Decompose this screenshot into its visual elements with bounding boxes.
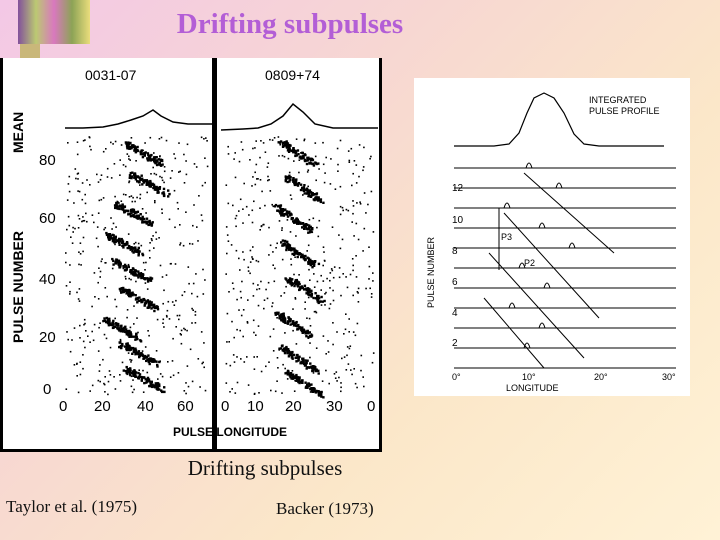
- panel-right-label: 0809+74: [265, 67, 320, 83]
- x-label-pulse-longitude: PULSE LONGITUDE: [173, 425, 287, 439]
- y-tick-0: 0: [43, 381, 51, 398]
- right-y-tick-4: 4: [452, 308, 458, 319]
- right-y-tick-12: 12: [452, 183, 464, 194]
- integrated-profile-curve: [454, 92, 664, 147]
- p2-label: P2: [524, 258, 535, 268]
- right-x-label: LONGITUDE: [506, 383, 559, 393]
- mean-profile-right: [220, 102, 378, 131]
- x-tick-left-40: 40: [137, 398, 154, 415]
- y-label-pulse-number: PULSE NUMBER: [10, 231, 26, 343]
- x-tick-right-20: 20: [285, 398, 302, 415]
- y-tick-40: 40: [39, 271, 56, 288]
- figure-caption: Drifting subpulses: [187, 456, 343, 480]
- x-tick-left-20: 20: [94, 398, 111, 415]
- x-tick-left-60: 60: [177, 398, 194, 415]
- x-tick-right-10: 10: [247, 398, 264, 415]
- x-tick-left-0: 0: [59, 398, 67, 415]
- subpulse-speckle-right: [225, 136, 375, 399]
- subpulse-marks: [503, 162, 576, 349]
- y-tick-60: 60: [39, 210, 56, 227]
- left-figure: 0031-07 0809+74 MEAN PULSE NUMBER 80 60 …: [0, 58, 382, 452]
- right-y-label: PULSE NUMBER: [426, 236, 436, 308]
- y-label-mean: MEAN: [10, 112, 26, 153]
- p3-label: P3: [501, 232, 512, 242]
- drift-bands: [483, 172, 615, 369]
- right-y-tick-6: 6: [452, 277, 458, 288]
- y-tick-20: 20: [39, 329, 56, 346]
- citation-left: Taylor et al. (1975): [6, 497, 137, 516]
- right-x-tick-0: 0°: [452, 372, 461, 382]
- left-figure-svg: 0031-07 0809+74 MEAN PULSE NUMBER 80 60 …: [10, 67, 378, 439]
- right-x-tick-20: 20°: [594, 372, 608, 382]
- subpulse-speckle-left: [65, 136, 209, 396]
- integrated-label-line1: INTEGRATED: [589, 95, 647, 105]
- panel-divider: [212, 58, 217, 452]
- x-tick-right-30: 30: [326, 398, 343, 415]
- citation-right: Backer (1973): [276, 499, 374, 518]
- right-x-tick-30: 30°: [662, 372, 676, 382]
- decorative-corner-art-small: [20, 44, 40, 58]
- decorative-corner-art: [18, 0, 90, 44]
- right-y-tick-2: 2: [452, 338, 458, 349]
- right-y-tick-8: 8: [452, 246, 458, 257]
- x-tick-right-0b: 0: [367, 398, 375, 415]
- right-x-tick-10: 10°: [522, 372, 536, 382]
- right-figure-svg: INTEGRATED PULSE PROFILE: [426, 92, 676, 393]
- pulse-lines: [454, 167, 676, 369]
- mean-profile-left: [65, 109, 215, 129]
- panel-left-label: 0031-07: [85, 67, 137, 83]
- y-tick-80: 80: [39, 152, 56, 169]
- integrated-label-line2: PULSE PROFILE: [589, 106, 660, 116]
- right-figure: INTEGRATED PULSE PROFILE: [414, 78, 690, 396]
- x-tick-right-0: 0: [221, 398, 229, 415]
- slide-title: Drifting subpulses: [176, 8, 404, 40]
- right-y-tick-10: 10: [452, 215, 464, 226]
